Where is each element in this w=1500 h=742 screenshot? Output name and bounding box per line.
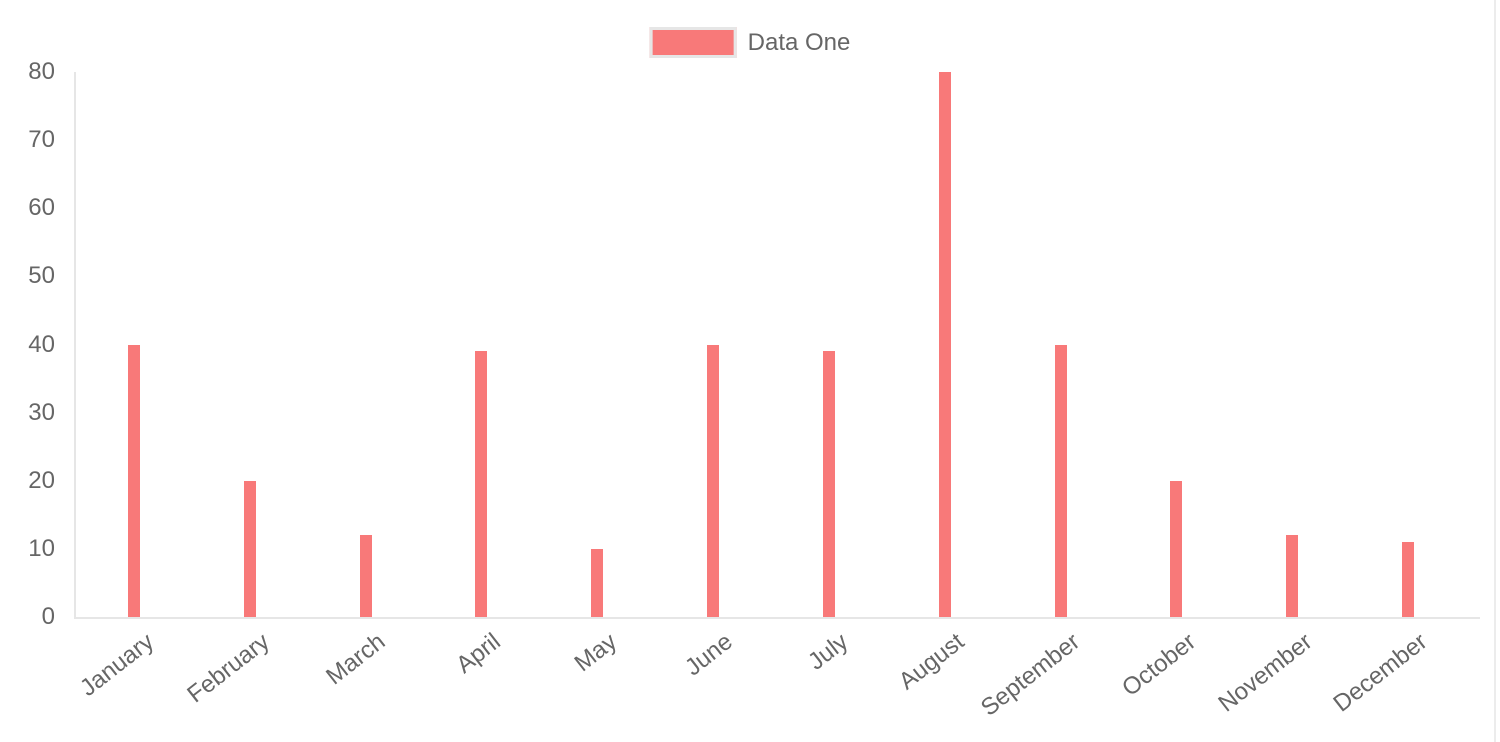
bar-may[interactable]: [591, 548, 604, 617]
bar-cell-november: [1234, 72, 1350, 617]
bar-cell-june: [655, 72, 771, 617]
x-tick-label-march: March: [321, 628, 391, 691]
y-tick-label: 50: [28, 262, 55, 290]
y-tick-label: 30: [28, 398, 55, 426]
y-tick-label: 60: [28, 194, 55, 222]
x-tick-label-july: July: [803, 628, 854, 676]
y-tick-label: 70: [28, 126, 55, 154]
y-tick-label: 80: [28, 58, 55, 85]
legend-label: Data One: [747, 28, 851, 56]
bar-cell-april: [423, 72, 539, 617]
bar-march[interactable]: [359, 535, 372, 617]
legend-swatch: [649, 27, 737, 58]
y-tick-label: 20: [28, 466, 55, 494]
x-tick-label-may: May: [569, 628, 622, 678]
bar-cell-october: [1118, 72, 1234, 617]
bar-january[interactable]: [127, 344, 140, 617]
bar-cell-february: [192, 72, 308, 617]
bar-august[interactable]: [938, 72, 951, 617]
x-tick-label-august: August: [893, 628, 970, 696]
bar-series-data-one: [76, 72, 1466, 617]
y-tick-label: 0: [41, 603, 55, 630]
bar-july[interactable]: [822, 351, 835, 617]
legend-item-data-one[interactable]: Data One: [649, 27, 851, 58]
bar-cell-january: [76, 72, 192, 617]
bar-cell-september: [1003, 72, 1119, 617]
bar-february[interactable]: [243, 480, 256, 617]
y-tick-label: 10: [28, 534, 55, 562]
bar-april[interactable]: [475, 351, 488, 617]
x-tick-label-october: October: [1117, 628, 1202, 702]
x-tick-label-september: September: [976, 628, 1086, 722]
bar-cell-may: [539, 72, 655, 617]
x-tick-label-february: February: [182, 628, 275, 709]
plot-area: [74, 72, 1480, 619]
bar-cell-july: [771, 72, 887, 617]
right-edge-line: [1494, 0, 1496, 742]
bar-september[interactable]: [1054, 344, 1067, 617]
bar-november[interactable]: [1286, 535, 1299, 617]
x-tick-label-november: November: [1213, 628, 1317, 718]
x-tick-label-june: June: [680, 628, 738, 682]
x-tick-label-april: April: [451, 628, 507, 679]
bar-cell-august: [887, 72, 1003, 617]
x-tick-label-december: December: [1328, 628, 1433, 718]
bar-cell-december: [1350, 72, 1466, 617]
x-tick-label-january: January: [74, 628, 159, 702]
bar-october[interactable]: [1170, 480, 1183, 617]
bar-december[interactable]: [1402, 542, 1415, 617]
bar-cell-march: [308, 72, 424, 617]
y-tick-label: 40: [28, 330, 55, 358]
bar-june[interactable]: [707, 344, 720, 617]
